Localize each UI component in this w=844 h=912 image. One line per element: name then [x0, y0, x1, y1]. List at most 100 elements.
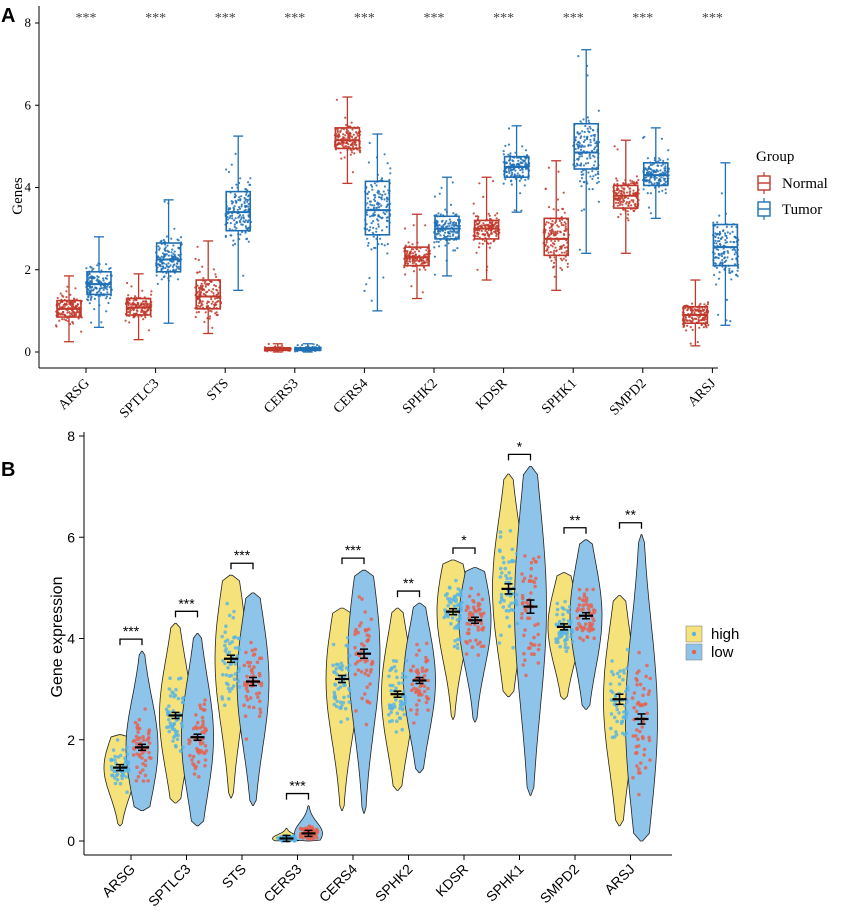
panel-a-point — [562, 191, 565, 194]
panel-a-point — [340, 141, 343, 144]
panel-a-point — [240, 205, 243, 208]
panel-a-point — [437, 240, 440, 244]
panel-b-point — [231, 684, 236, 688]
panel-b-point — [256, 695, 260, 699]
panel-a-point — [342, 145, 345, 148]
panel-b-point — [226, 686, 231, 691]
panel-a-point — [76, 303, 79, 306]
panel-a-point — [87, 295, 90, 298]
panel-a-point — [559, 257, 563, 260]
panel-a-point — [381, 229, 384, 232]
panel-b-point — [414, 712, 419, 716]
panel-a-point — [550, 225, 553, 228]
panel-a-point — [128, 310, 131, 313]
panel-a-point — [229, 222, 232, 225]
panel-a-point — [453, 230, 456, 233]
panel-b-point — [456, 646, 460, 650]
panel-a-point — [574, 165, 577, 168]
panel-b-point — [134, 734, 139, 739]
panel-b-point — [423, 669, 428, 673]
panel-b-point — [634, 676, 638, 681]
panel-b-point — [620, 719, 625, 724]
panel-b-point — [394, 730, 399, 734]
panel-a-significance-mark: *** — [424, 11, 445, 26]
panel-b-point — [167, 704, 171, 708]
panel-b-point — [632, 691, 637, 695]
panel-a-box — [573, 122, 600, 170]
panel-a-point — [554, 233, 558, 236]
panel-b-point — [498, 600, 503, 604]
panel-a-box-tumor-cers4 — [364, 133, 391, 312]
panel-a-point — [129, 311, 132, 314]
panel-a-box-tumor-sphk1 — [573, 49, 600, 254]
panel-a-box-normal-sphk1 — [543, 160, 570, 291]
panel-a-point — [410, 285, 413, 288]
panel-a-point — [509, 157, 512, 160]
panel-a-point — [210, 298, 213, 301]
panel-a-point — [488, 221, 491, 224]
panel-a-point — [476, 268, 479, 271]
panel-a-point — [642, 188, 645, 191]
panel-a-point — [586, 116, 590, 119]
panel-b-point — [394, 698, 398, 702]
panel-a-point — [718, 230, 722, 234]
panel-a-point — [410, 248, 413, 251]
panel-a-point — [723, 252, 726, 255]
panel-a-box-tumor-cers3 — [294, 343, 321, 353]
panel-b-point — [403, 698, 408, 702]
panel-b-point — [514, 592, 519, 597]
panel-b-point — [249, 640, 253, 645]
panel-a-point — [507, 169, 511, 173]
panel-b-point — [643, 766, 648, 770]
panel-a-point — [354, 141, 357, 144]
panel-b-point — [637, 669, 641, 673]
panel-a-point — [649, 212, 653, 215]
panel-a-point — [652, 171, 656, 174]
panel-b-point — [426, 678, 430, 683]
panel-b-point — [564, 649, 569, 653]
panel-b-point — [225, 601, 229, 606]
panel-b-point — [612, 715, 617, 720]
panel-b-point — [254, 692, 259, 696]
panel-a-point — [98, 287, 101, 290]
panel-a-point — [495, 224, 499, 227]
panel-a-point — [133, 295, 137, 298]
panel-a-point — [425, 261, 429, 264]
panel-a-point — [344, 116, 347, 119]
panel-b-point — [338, 700, 343, 704]
panel-a-point — [380, 196, 383, 199]
panel-b-point — [570, 630, 575, 634]
panel-a-point — [488, 246, 491, 249]
panel-b-point — [456, 587, 461, 591]
panel-a-point — [413, 250, 416, 253]
panel-a-point — [634, 204, 637, 208]
panel-a-point — [240, 203, 243, 206]
panel-a-point — [127, 294, 130, 297]
panel-b-point — [447, 585, 452, 590]
panel-a-point — [653, 182, 656, 185]
panel-b-point — [555, 637, 560, 642]
panel-b-point — [147, 728, 152, 732]
panel-a-point — [617, 198, 620, 201]
panel-a-point — [577, 157, 580, 160]
panel-b-point — [555, 612, 559, 617]
panel-a-point — [383, 213, 387, 216]
panel-a-point — [374, 196, 377, 199]
panel-a-point — [345, 145, 348, 148]
panel-b-point — [109, 764, 114, 769]
panel-b-significance-mark: *** — [234, 547, 251, 563]
panel-a-point — [109, 266, 112, 270]
panel-a-point — [718, 214, 721, 217]
panel-a-point — [719, 237, 723, 240]
panel-a-point — [342, 140, 345, 143]
panel-b-mean-high-smpd2 — [557, 623, 571, 631]
panel-b-point — [450, 616, 455, 620]
panel-b-point — [191, 761, 195, 766]
panel-a-point — [106, 291, 109, 294]
panel-a-point — [592, 134, 595, 137]
panel-b-point — [203, 698, 207, 702]
panel-a-x-tick-label: SPTLC3 — [117, 376, 162, 421]
panel-a-point — [715, 283, 718, 286]
panel-a-point — [206, 290, 209, 293]
panel-a-point — [447, 222, 450, 225]
